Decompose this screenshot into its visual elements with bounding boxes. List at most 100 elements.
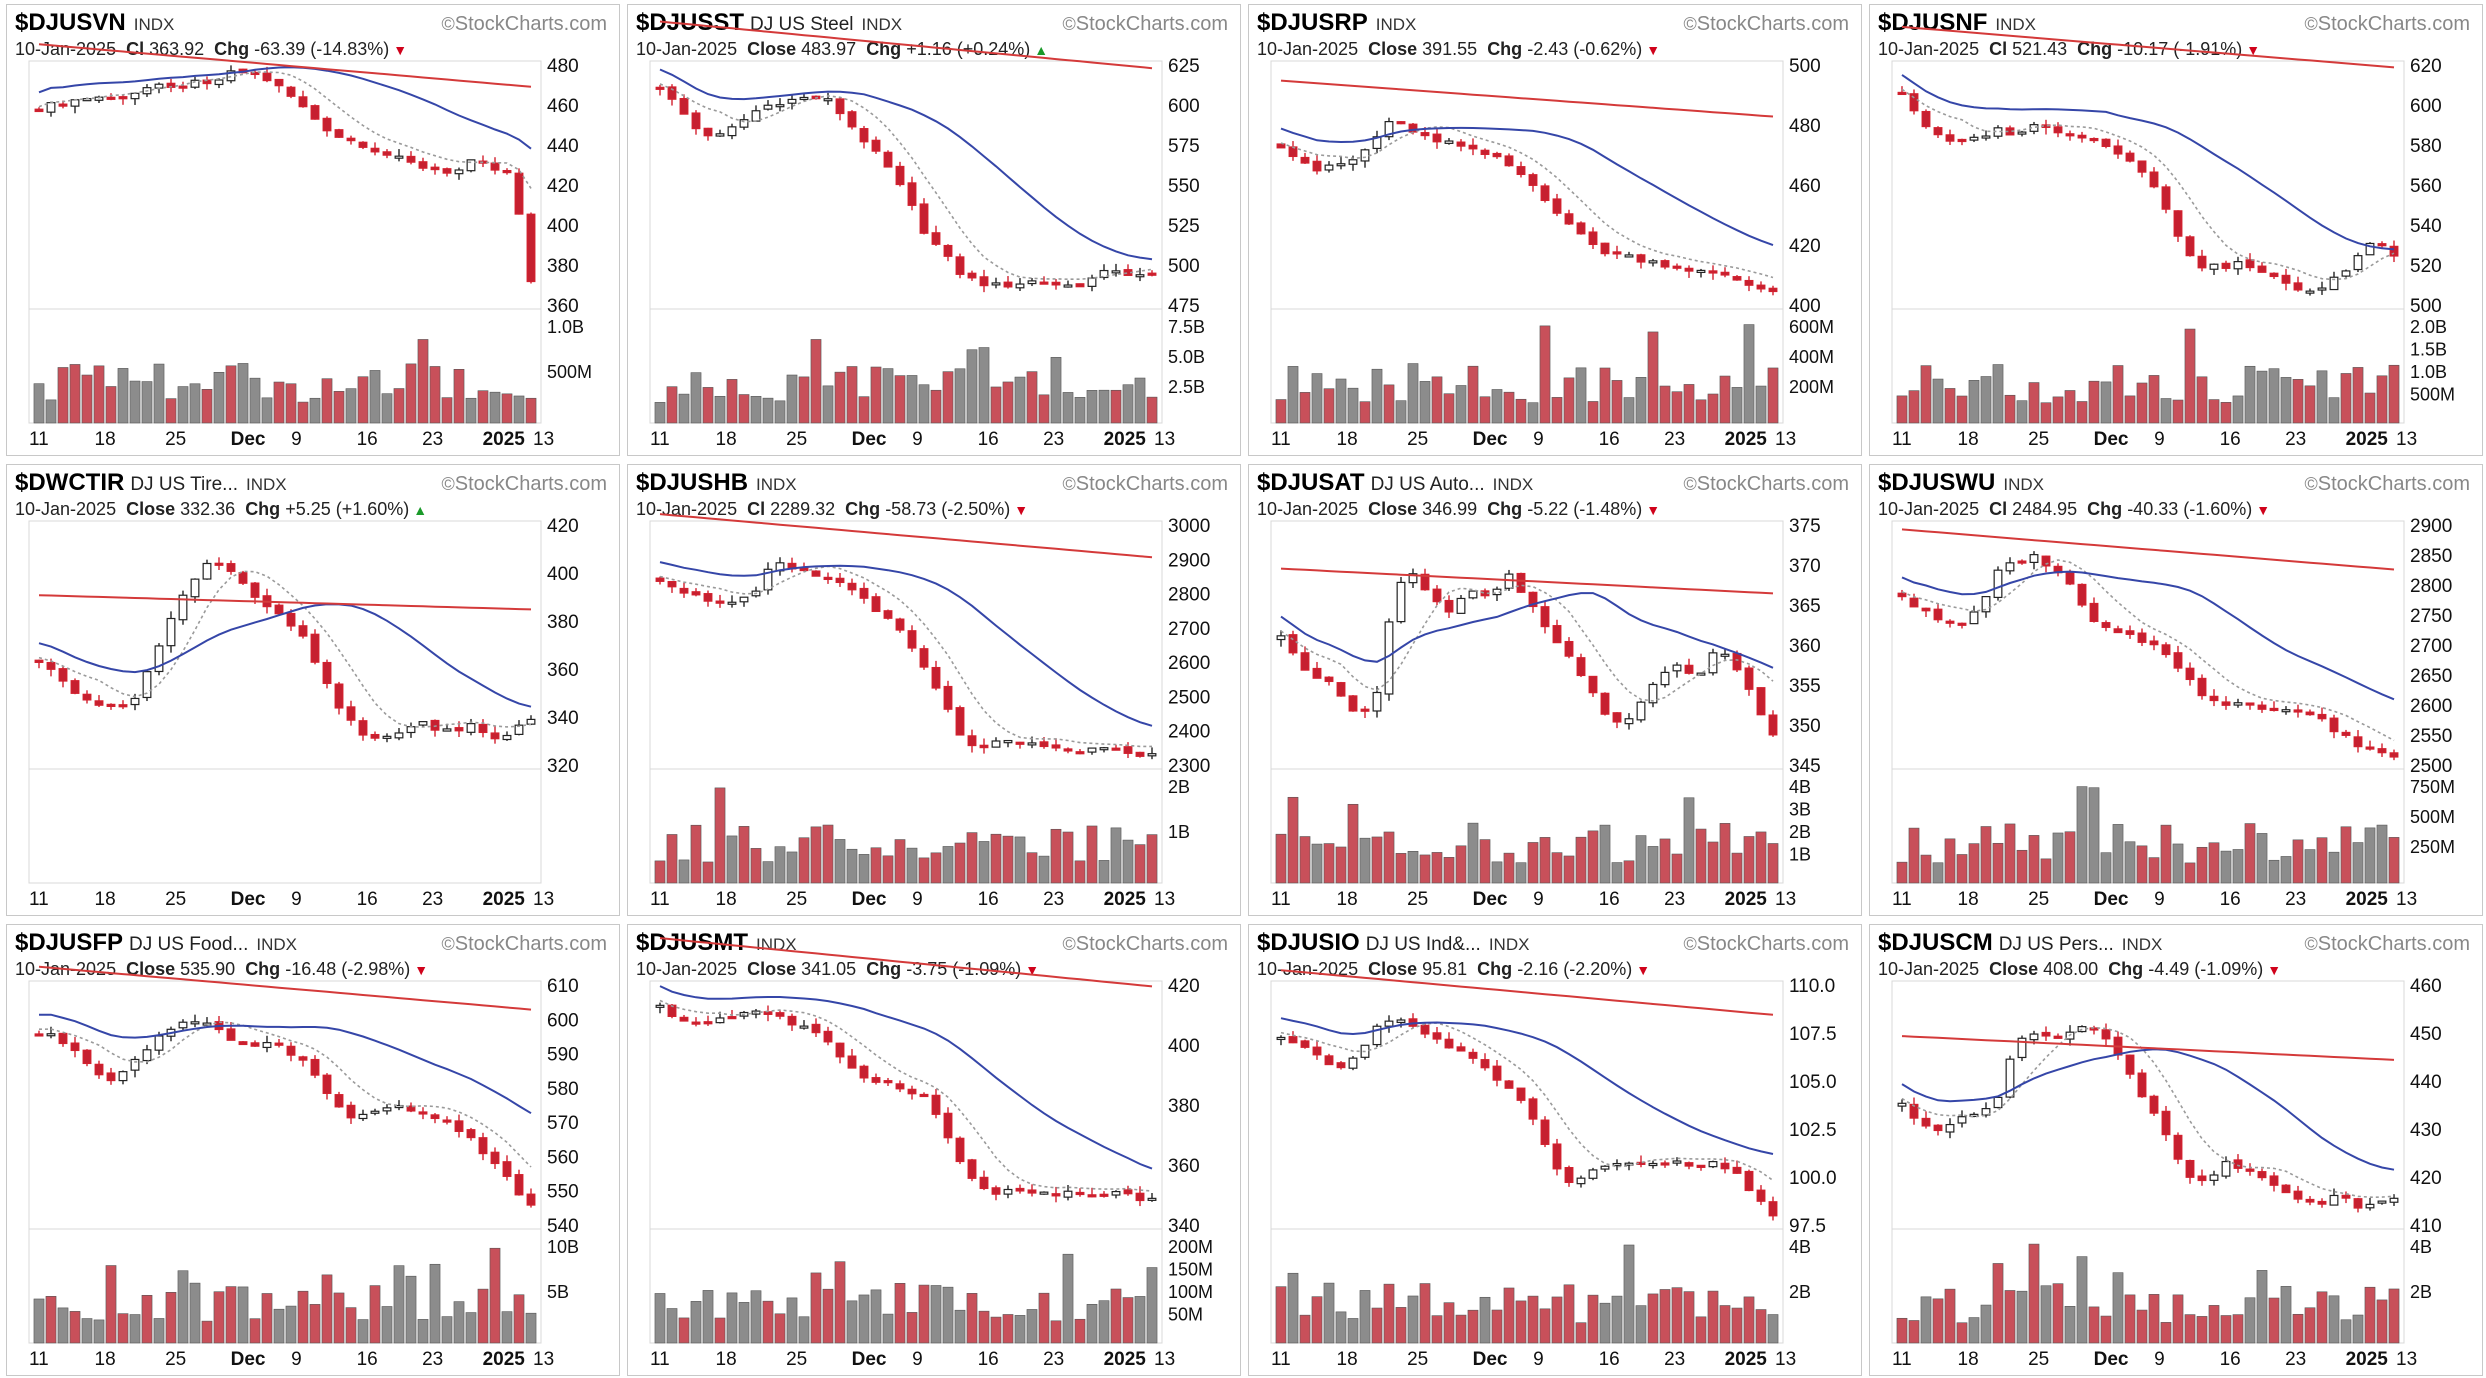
volume-bar — [2172, 399, 2184, 424]
volume-bar — [1299, 392, 1311, 424]
candle — [2197, 674, 2207, 700]
chart-panel-djusat[interactable]: $DJUSAT DJ US Auto... INDX ©StockCharts.com… — [1248, 464, 1862, 916]
x-tick-label: 18 — [95, 1349, 116, 1370]
candle — [2257, 701, 2267, 713]
candle — [1408, 1013, 1418, 1029]
chart-panel-djusst[interactable]: $DJUSST DJ US Steel INDX ©StockCharts.com 10… — [627, 4, 1241, 456]
chart-panel-djushb[interactable]: $DJUSHB INDX ©StockCharts.com 10-Jan-2025 Cl… — [627, 464, 1241, 916]
volume-tick-label: 4B — [2410, 1237, 2432, 1257]
y-tick-label: 100.0 — [1789, 1168, 1837, 1189]
volume-bar — [1026, 1309, 1038, 1344]
volume-bar — [1731, 1307, 1743, 1344]
chart-panel-dwctir[interactable]: $DWCTIR DJ US Tire... INDX ©StockCharts.com… — [6, 464, 620, 916]
volume-bar — [1515, 862, 1527, 884]
chart-panel-djusmt[interactable]: $DJUSMT INDX ©StockCharts.com 10-Jan-2025 Cl… — [627, 924, 1241, 1376]
volume-tick-label: 2B — [1789, 1282, 1811, 1302]
volume-bar — [2256, 370, 2268, 424]
x-tick-label: 11 — [1271, 889, 1291, 910]
y-tick-label: 625 — [1168, 56, 1200, 77]
volume-bar — [2184, 328, 2196, 424]
volume-bar — [213, 371, 225, 424]
volume-bar — [117, 1313, 129, 1344]
volume-bar — [2088, 1306, 2100, 1344]
sma-50-line — [1901, 570, 2395, 701]
volume-bar — [966, 832, 978, 884]
chart-header: $DJUSAT DJ US Auto... INDX ©StockCharts.com… — [1257, 469, 1853, 521]
volume-tick-label: 150M — [1168, 1260, 1213, 1280]
candle — [1123, 742, 1133, 759]
candle — [883, 150, 893, 168]
volume-bar — [177, 1270, 189, 1344]
candle — [1456, 595, 1466, 614]
chart-panel-djusrp[interactable]: $DJUSRP INDX ©StockCharts.com 10-Jan-2025 Cl… — [1248, 4, 1862, 456]
price-chart[interactable]: 110.0 107.5 105.0 102.5 100.0 97.54B 2B 11 18 25 D… — [1249, 925, 1862, 1376]
quote-date: 10-Jan-2025 — [1257, 499, 1359, 519]
volume-bar — [1431, 376, 1443, 424]
candle — [382, 1104, 392, 1115]
y-tick-label: 500 — [1789, 56, 1821, 77]
volume-bar — [69, 364, 81, 424]
candle — [310, 629, 320, 665]
volume-tick-label: 500M — [2410, 807, 2455, 827]
chart-panel-djuswu[interactable]: $DJUSWU INDX ©StockCharts.com 10-Jan-2025 Cl… — [1869, 464, 2483, 916]
sma-200-line — [1901, 25, 2395, 69]
volume-bar — [165, 398, 177, 424]
volume-bar — [1956, 854, 1968, 884]
candle — [1432, 1027, 1442, 1044]
volume-bar — [2388, 1288, 2400, 1344]
chart-panel-djuscm[interactable]: $DJUSCM DJ US Pers... INDX ©StockCharts.com… — [1869, 924, 2483, 1376]
chart-panel-djusnf[interactable]: $DJUSNF INDX ©StockCharts.com 10-Jan-2025 Cl… — [1869, 4, 2483, 456]
volume-tick-label: 750M — [2410, 777, 2455, 797]
y-tick-label: 2500 — [1168, 687, 1210, 708]
y-tick-label: 500 — [2410, 296, 2442, 317]
volume-bar — [1014, 1315, 1026, 1344]
candle — [775, 98, 785, 112]
x-tick-label: 9 — [291, 429, 302, 450]
volume-bar — [714, 395, 726, 424]
candle — [514, 1169, 524, 1196]
volume-bar — [1002, 835, 1014, 884]
volume-bar — [249, 377, 261, 424]
candle — [1312, 1040, 1322, 1060]
volume-bar — [1335, 846, 1347, 884]
candle — [2353, 252, 2363, 273]
volume-bar — [1551, 397, 1563, 424]
volume-bar — [1086, 1303, 1098, 1344]
x-tick-label: 9 — [1533, 889, 1544, 910]
chart-panel-djusio[interactable]: $DJUSIO DJ US Ind&... INDX ©StockCharts.com… — [1248, 924, 1862, 1376]
candle — [2137, 160, 2147, 178]
candle — [1732, 275, 1742, 281]
y-tick-label: 610 — [547, 976, 579, 997]
volume-bar — [846, 366, 858, 424]
candle — [2293, 704, 2303, 718]
volume-bar — [1098, 389, 1110, 424]
volume-bar — [1695, 828, 1707, 884]
chart-panel-djusfp[interactable]: $DJUSFP DJ US Food... INDX ©StockCharts.com… — [6, 924, 620, 1376]
volume-bar — [1659, 1289, 1671, 1344]
volume-bar — [2328, 397, 2340, 424]
volume-bar — [105, 386, 117, 424]
y-tick-label: 2600 — [1168, 653, 1210, 674]
x-tick-label: 11 — [1271, 1349, 1291, 1370]
price-chart[interactable]: 2900 2850 2800 2750 2700 2650 2600 2550 2500750M… — [1870, 465, 2483, 916]
change-label: Chg — [1477, 959, 1513, 979]
price-chart[interactable]: 420 400 380 360 340 320 11 18 25 Dec 9 16 23 2025 13 — [7, 465, 620, 916]
candle — [1624, 251, 1634, 258]
x-tick-label: 11 — [650, 889, 670, 910]
candle — [250, 1040, 260, 1047]
x-tick-label: 2025 — [2346, 1349, 2389, 1370]
candle — [2077, 583, 2087, 608]
x-tick-label: 25 — [786, 429, 807, 450]
candle — [1384, 618, 1394, 701]
volume-bar — [1146, 396, 1158, 424]
chart-panel-djusvn[interactable]: $DJUSVN INDX ©StockCharts.com 10-Jan-2025 Cl… — [6, 4, 620, 456]
